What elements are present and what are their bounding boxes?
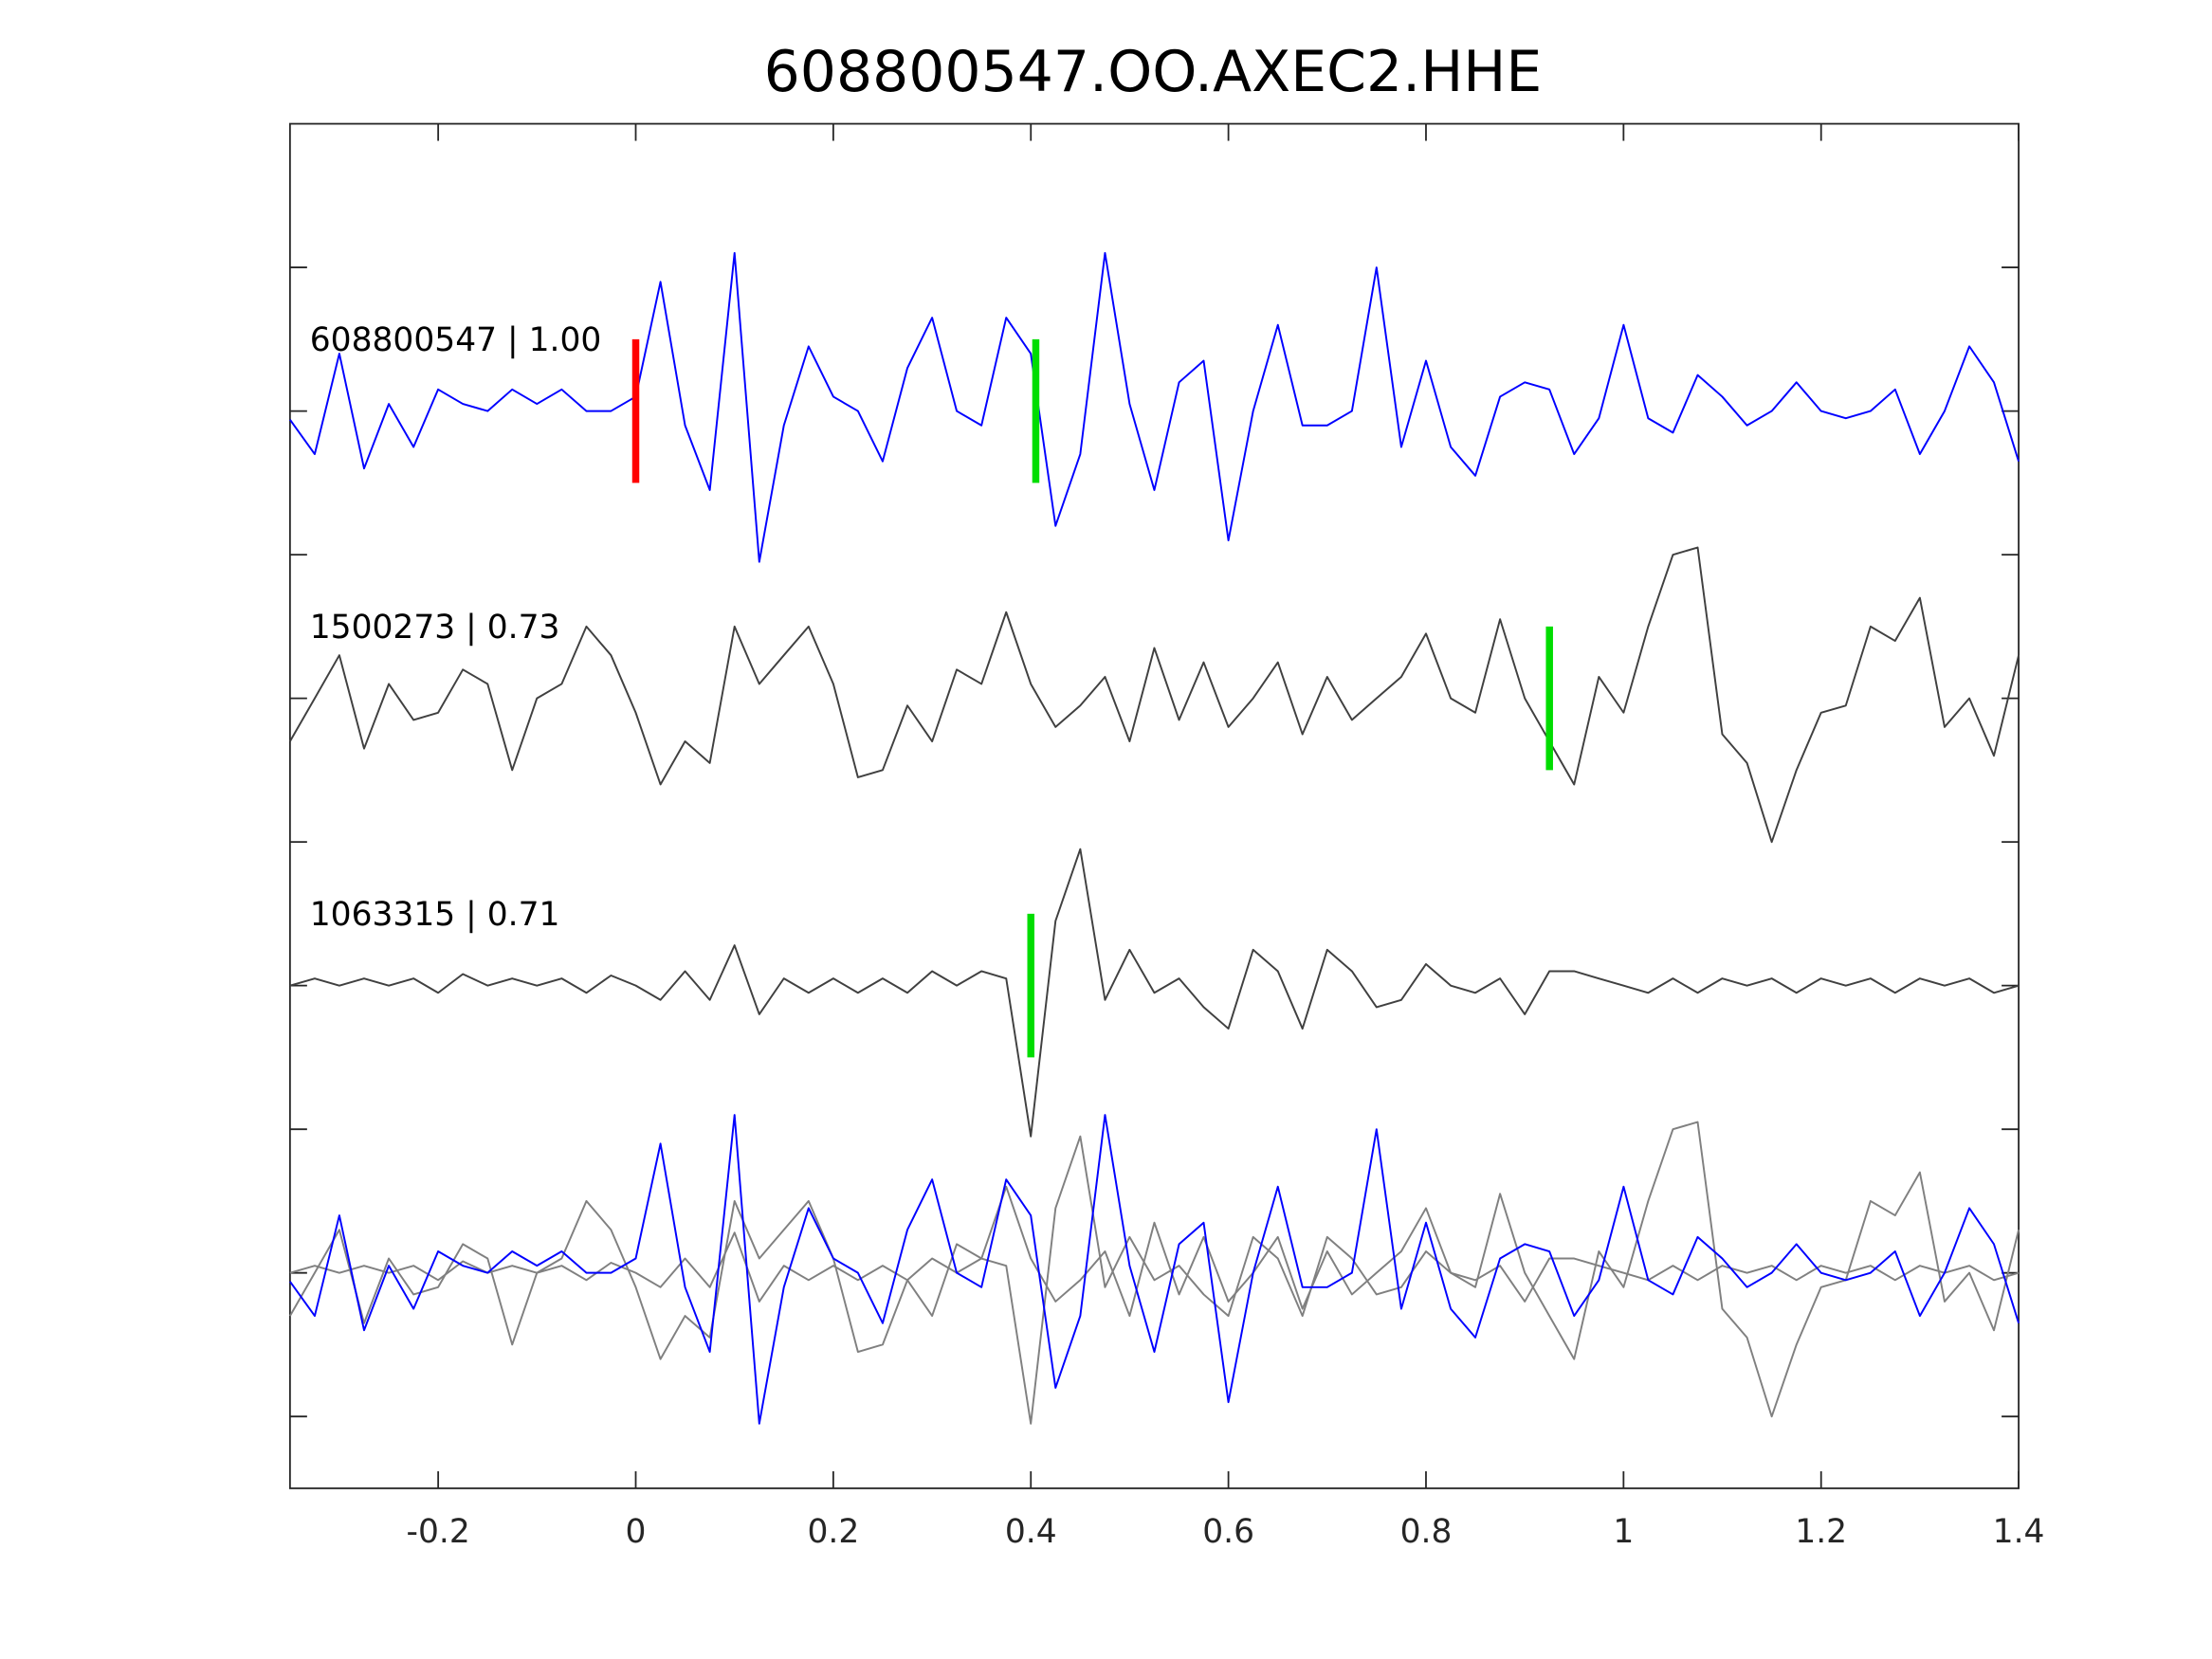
overlay-trace-1500273: [289, 1121, 2020, 1418]
x-tick-label: -0.2: [407, 1513, 470, 1551]
x-tick-label: 0.2: [807, 1513, 859, 1551]
x-tick-label: 0.8: [1400, 1513, 1453, 1551]
chart-title: 608800547.OO.AXEC2.HHE: [764, 39, 1543, 105]
x-tick-label: 0.6: [1202, 1513, 1254, 1551]
x-tick-label: 0.4: [1005, 1513, 1057, 1551]
x-tick-label: 1.2: [1795, 1513, 1847, 1551]
x-tick-label: 1: [1613, 1513, 1634, 1551]
trace-label: 1063315 | 0.71: [310, 896, 560, 934]
x-tick-label: 1.4: [1993, 1513, 2045, 1551]
trace-label: 608800547 | 1.00: [310, 321, 602, 359]
trace-1500273: [289, 546, 2020, 844]
trace-1063315: [289, 848, 2020, 1138]
overlay-trace-608800547: [289, 1114, 2020, 1425]
trace-608800547: [289, 251, 2020, 563]
plot-area: [288, 122, 2020, 1489]
trace-label: 1500273 | 0.73: [310, 609, 560, 647]
x-tick-label: 0: [626, 1513, 647, 1551]
